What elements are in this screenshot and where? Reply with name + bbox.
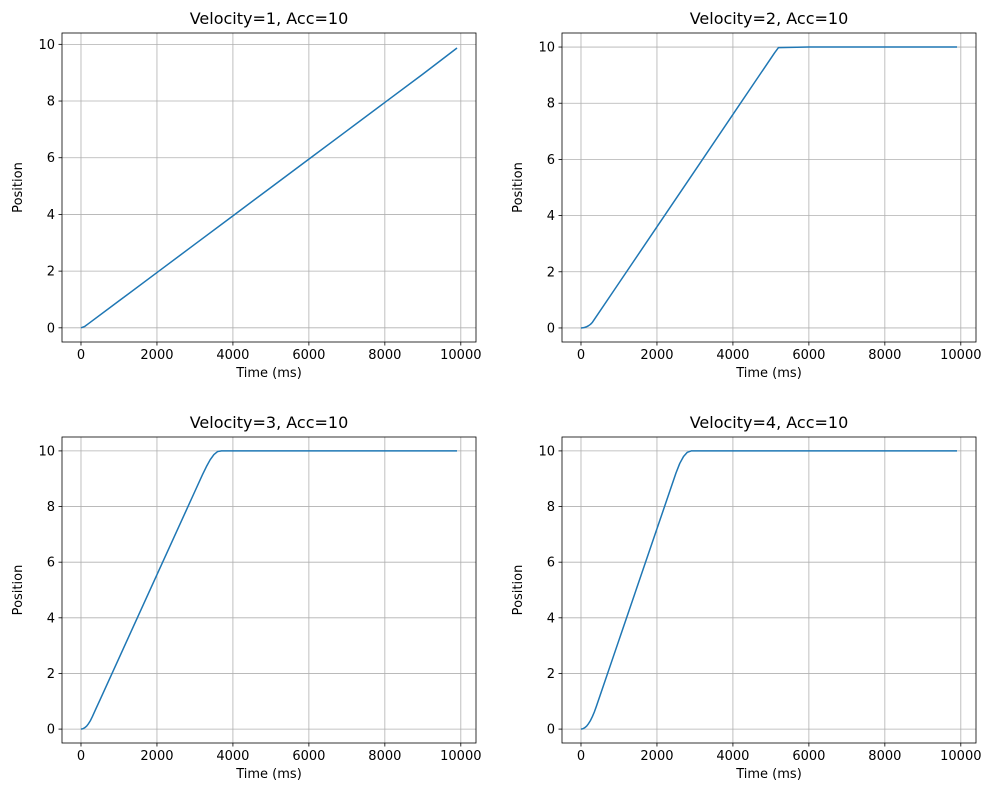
y-tick-label: 6 [47, 151, 55, 166]
x-tick-label: 10000 [440, 348, 481, 363]
y-tick-label: 0 [547, 321, 555, 336]
y-tick-label: 8 [547, 97, 555, 112]
y-tick-label: 4 [47, 208, 55, 223]
y-axis-label: Position [11, 565, 26, 616]
y-axis-label: Position [11, 162, 26, 213]
y-tick-label: 10 [38, 38, 55, 53]
y-axis-label: Position [511, 162, 526, 213]
x-axis-label: Time (ms) [735, 767, 802, 782]
y-tick-label: 4 [547, 209, 555, 224]
axes-frame [61, 436, 477, 744]
x-tick-label: 4000 [716, 749, 749, 764]
y-tick-label: 2 [47, 667, 55, 682]
x-tick-label: 0 [577, 749, 585, 764]
x-tick-label: 4000 [716, 348, 749, 363]
x-tick-label: 8000 [368, 749, 401, 764]
y-tick-label: 6 [547, 556, 555, 571]
x-tick-label: 6000 [792, 749, 825, 764]
y-tick-label: 10 [38, 444, 55, 459]
y-tick-label: 6 [47, 556, 55, 571]
chart-title: Velocity=1, Acc=10 [190, 9, 349, 28]
y-axis-label: Position [511, 565, 526, 616]
x-tick-label: 6000 [792, 348, 825, 363]
chart-title: Velocity=2, Acc=10 [690, 9, 849, 28]
series-line [80, 450, 458, 730]
x-tick-label: 2000 [140, 749, 173, 764]
y-tick-label: 10 [538, 41, 555, 56]
y-tick-label: 0 [547, 723, 555, 738]
x-tick-label: 4000 [216, 749, 249, 764]
y-tick-label: 2 [547, 265, 555, 280]
chart-panel-1: 0 2000 4000 6000 8000 10000 0 2 4 6 8 10 Velocity=1,… [11, 9, 481, 381]
x-tick-label: 0 [77, 348, 85, 363]
x-axis-label: Time (ms) [735, 366, 802, 381]
series-line [580, 450, 958, 730]
series-line [80, 47, 458, 329]
y-tick-label: 8 [47, 95, 55, 110]
x-tick-label: 2000 [640, 749, 673, 764]
axes-frame [561, 436, 977, 744]
y-tick-label: 0 [47, 321, 55, 336]
y-tick-label: 2 [547, 667, 555, 682]
series-line [580, 46, 958, 329]
y-tick-label: 2 [47, 265, 55, 280]
x-tick-label: 0 [77, 749, 85, 764]
x-tick-label: 8000 [868, 749, 901, 764]
chart-panel-4: 0 2000 4000 6000 8000 10000 0 2 4 6 8 10 Velocity=4,… [511, 413, 981, 782]
axes-frame [561, 32, 977, 343]
chart-panel-2: 0 2000 4000 6000 8000 10000 0 2 4 6 8 10 Velocity=2,… [511, 9, 981, 381]
x-tick-label: 8000 [368, 348, 401, 363]
y-tick-label: 8 [547, 500, 555, 515]
x-tick-label: 0 [577, 348, 585, 363]
x-tick-label: 8000 [868, 348, 901, 363]
y-tick-label: 4 [47, 611, 55, 626]
chart-panel-3: 0 2000 4000 6000 8000 10000 0 2 4 6 8 10 Velocity=3,… [11, 413, 481, 782]
x-tick-label: 4000 [216, 348, 249, 363]
y-tick-label: 6 [547, 153, 555, 168]
chart-title: Velocity=4, Acc=10 [690, 413, 849, 432]
x-axis-label: Time (ms) [235, 767, 302, 782]
x-tick-label: 6000 [292, 348, 325, 363]
x-axis-label: Time (ms) [235, 366, 302, 381]
y-tick-label: 8 [47, 500, 55, 515]
x-tick-label: 10000 [940, 749, 981, 764]
x-tick-label: 10000 [940, 348, 981, 363]
x-tick-label: 6000 [292, 749, 325, 764]
axes-frame [61, 32, 477, 343]
y-tick-label: 10 [538, 444, 555, 459]
chart-title: Velocity=3, Acc=10 [190, 413, 349, 432]
x-tick-label: 2000 [640, 348, 673, 363]
x-tick-label: 10000 [440, 749, 481, 764]
y-tick-label: 0 [47, 723, 55, 738]
y-tick-label: 4 [547, 611, 555, 626]
x-tick-label: 2000 [140, 348, 173, 363]
